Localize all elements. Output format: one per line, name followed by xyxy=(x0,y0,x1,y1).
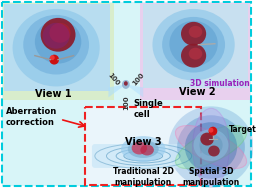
FancyBboxPatch shape xyxy=(92,144,194,168)
FancyBboxPatch shape xyxy=(143,4,248,88)
Text: Traditional 2D
manipulation: Traditional 2D manipulation xyxy=(113,167,174,187)
Ellipse shape xyxy=(140,145,154,156)
Polygon shape xyxy=(108,84,126,97)
FancyBboxPatch shape xyxy=(140,3,250,100)
Text: View 3: View 3 xyxy=(125,137,162,147)
Text: Spatial 3D
manipulation: Spatial 3D manipulation xyxy=(182,167,240,187)
Ellipse shape xyxy=(35,20,81,64)
Ellipse shape xyxy=(189,26,202,38)
Ellipse shape xyxy=(199,134,223,156)
Ellipse shape xyxy=(185,122,237,172)
Ellipse shape xyxy=(50,55,55,60)
FancyBboxPatch shape xyxy=(2,2,251,186)
FancyBboxPatch shape xyxy=(85,107,201,185)
Ellipse shape xyxy=(189,48,202,60)
Polygon shape xyxy=(126,84,143,97)
Ellipse shape xyxy=(41,18,75,52)
Ellipse shape xyxy=(122,80,130,89)
Text: Single
cell: Single cell xyxy=(134,99,163,119)
Text: 100: 100 xyxy=(106,72,120,87)
Ellipse shape xyxy=(49,23,71,43)
Text: 100: 100 xyxy=(123,95,129,110)
Ellipse shape xyxy=(168,106,254,188)
Ellipse shape xyxy=(175,125,247,169)
Ellipse shape xyxy=(209,128,213,133)
Text: View 1: View 1 xyxy=(35,89,72,99)
Ellipse shape xyxy=(124,81,128,86)
Ellipse shape xyxy=(200,133,214,146)
Text: Target: Target xyxy=(228,125,256,134)
FancyBboxPatch shape xyxy=(4,4,110,91)
Ellipse shape xyxy=(177,115,245,179)
Ellipse shape xyxy=(13,9,100,86)
Text: View 2: View 2 xyxy=(179,87,216,97)
Ellipse shape xyxy=(132,142,147,154)
Ellipse shape xyxy=(162,17,225,73)
Ellipse shape xyxy=(121,136,165,162)
Ellipse shape xyxy=(128,140,159,158)
Ellipse shape xyxy=(49,55,59,65)
Ellipse shape xyxy=(175,125,247,169)
Ellipse shape xyxy=(23,15,89,74)
FancyBboxPatch shape xyxy=(3,3,114,100)
Text: 100: 100 xyxy=(131,72,145,87)
Ellipse shape xyxy=(209,127,217,136)
Ellipse shape xyxy=(181,22,206,46)
Text: 3D simulation: 3D simulation xyxy=(190,79,250,88)
Text: Aberration
correction: Aberration correction xyxy=(6,107,57,127)
Ellipse shape xyxy=(208,146,220,156)
Ellipse shape xyxy=(43,23,70,49)
Ellipse shape xyxy=(194,129,228,161)
Ellipse shape xyxy=(169,21,218,67)
Ellipse shape xyxy=(181,44,206,67)
Ellipse shape xyxy=(152,9,235,81)
Ellipse shape xyxy=(193,108,229,186)
